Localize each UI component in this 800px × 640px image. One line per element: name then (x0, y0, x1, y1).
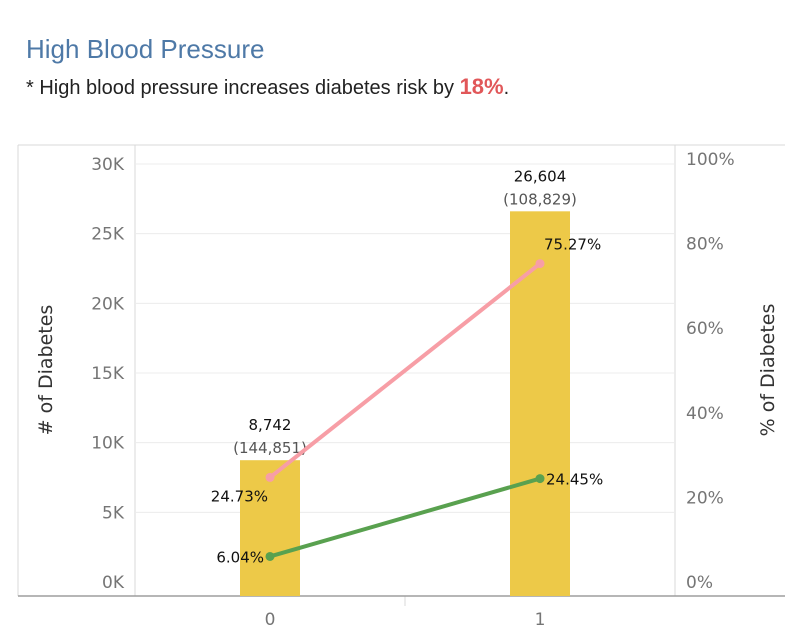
series-line (268, 261, 542, 480)
y-tick-label: 0K (102, 573, 125, 593)
y2-tick-label: 80% (686, 235, 724, 255)
risk-highlight: 18% (459, 74, 504, 99)
y-tick-label: 10K (91, 434, 125, 454)
y2-tick-label: 0% (686, 573, 713, 593)
subtitle-text: * High blood pressure increases diabetes… (26, 77, 460, 99)
chart-subtitle: * High blood pressure increases diabetes… (26, 74, 509, 100)
y2-tick-label: 100% (686, 150, 735, 170)
bar (510, 211, 570, 596)
series-point (265, 472, 275, 482)
point-label: 24.45% (546, 471, 603, 489)
series-point (265, 551, 275, 561)
y2-tick-label: 20% (686, 488, 724, 508)
bar-count-label: (144,851) (233, 439, 307, 457)
y2-tick-label: 40% (686, 404, 724, 424)
point-label: 24.73% (211, 487, 268, 505)
bar (240, 460, 300, 596)
y2-axis-title: % of Diabetes (757, 304, 779, 437)
point-label: 6.04% (216, 548, 264, 566)
x-tick-label: 1 (535, 610, 546, 630)
y-tick-label: 30K (91, 155, 125, 175)
y-tick-label: 5K (102, 503, 125, 523)
bar-value-label: 26,604 (514, 167, 567, 185)
series-point (535, 474, 545, 484)
series-line (268, 476, 542, 559)
y-tick-label: 25K (91, 225, 125, 245)
series-point (535, 259, 545, 269)
y2-tick-label: 60% (686, 319, 724, 339)
bar-count-label: (108,829) (503, 190, 577, 208)
subtitle-suffix: . (503, 77, 510, 99)
point-label: 75.27% (544, 236, 601, 254)
y-tick-label: 15K (91, 364, 125, 384)
bar-value-label: 8,742 (249, 416, 292, 434)
y-axis-title: # of Diabetes (35, 305, 57, 436)
x-tick-label: 0 (265, 610, 276, 630)
y-tick-label: 20K (91, 294, 125, 314)
chart-title: High Blood Pressure (26, 34, 265, 64)
